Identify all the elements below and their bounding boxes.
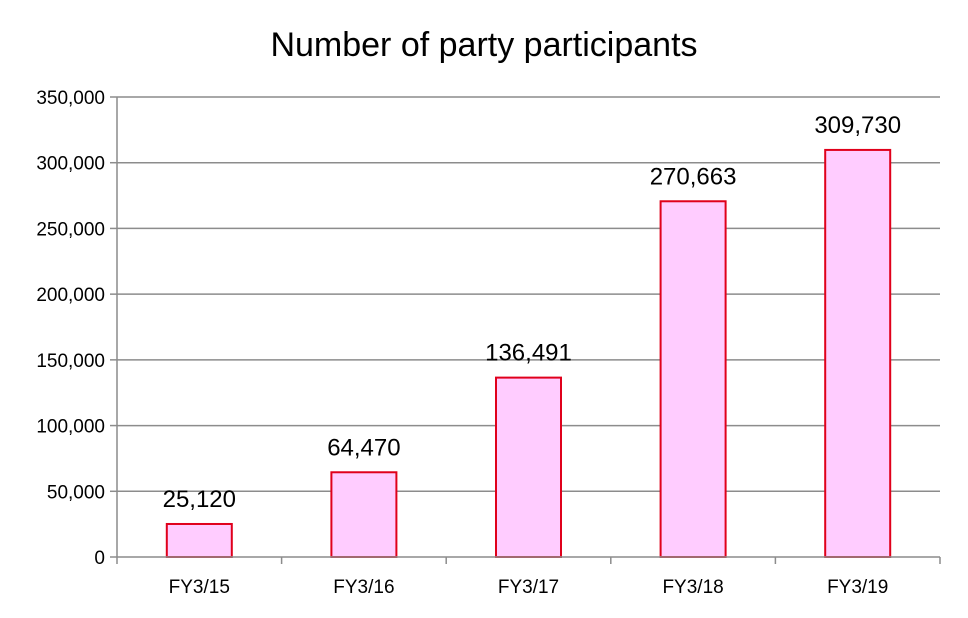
data-label: 25,120 (163, 486, 236, 513)
y-tick-label: 0 (94, 548, 105, 569)
y-tick-label: 50,000 (47, 482, 105, 503)
x-tick-label: FY3/16 (333, 577, 394, 598)
bar (165, 522, 233, 559)
y-axis-ticks: 0 50,000 100,000 150,000 200,000 250,000 300,0… (36, 88, 118, 569)
y-tick-label: 350,000 (36, 88, 105, 109)
data-label: 309,730 (814, 112, 901, 139)
chart-title: Number of party participants (270, 26, 697, 64)
y-tick-label: 200,000 (36, 285, 105, 306)
bar (659, 200, 727, 558)
x-tick-label: FY3/18 (662, 577, 723, 598)
data-label: 64,470 (327, 434, 400, 461)
data-label: 136,491 (485, 340, 572, 367)
x-tick-label: FY3/15 (169, 577, 230, 598)
y-tick-label: 150,000 (36, 351, 105, 372)
data-labels: 25,120 64,470 136,491 270,663 309,730 (163, 112, 901, 513)
y-tick-label: 100,000 (36, 417, 105, 438)
bars (165, 148, 892, 559)
gridlines (117, 96, 940, 493)
x-axis-ticks: FY3/15 FY3/16 FY3/17 FY3/18 FY3/19 (116, 557, 941, 598)
bar (824, 148, 892, 558)
bar (330, 471, 398, 559)
x-tick-label: FY3/19 (827, 577, 888, 598)
data-label: 270,663 (650, 163, 737, 190)
x-tick-label: FY3/17 (498, 577, 559, 598)
y-tick-label: 250,000 (36, 219, 105, 240)
y-tick-label: 300,000 (36, 154, 105, 175)
bar (495, 376, 562, 558)
